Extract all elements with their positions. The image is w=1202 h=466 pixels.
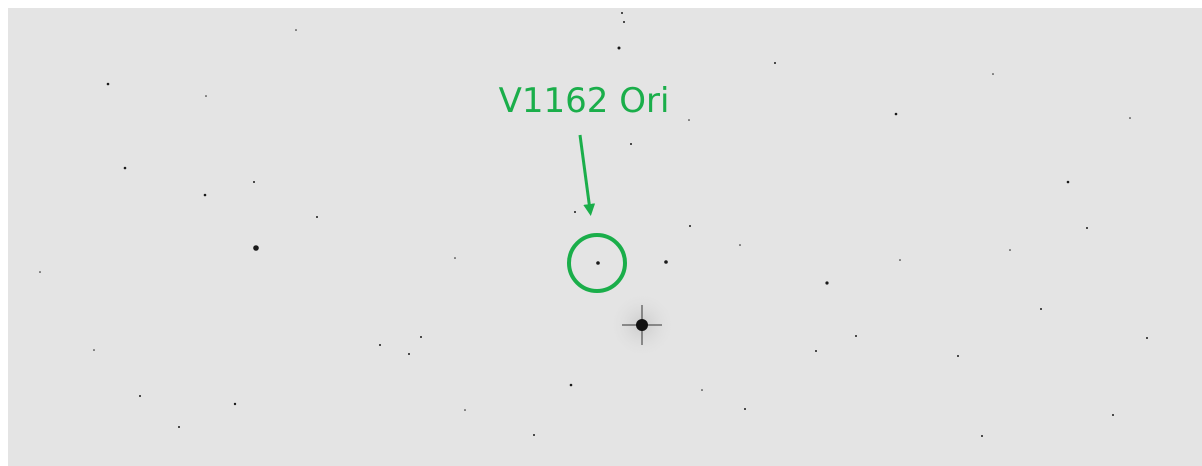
stars: [39, 12, 1148, 437]
star: [664, 260, 668, 264]
star: [39, 271, 41, 273]
star: [899, 259, 901, 261]
star: [454, 257, 456, 259]
star: [701, 389, 703, 391]
star: [295, 29, 297, 31]
annotation-circle: [567, 233, 627, 293]
star: [574, 211, 576, 213]
star: [106, 82, 110, 86]
star: [1112, 414, 1114, 416]
star: [1129, 117, 1131, 119]
star: [139, 395, 141, 397]
star: [774, 62, 776, 64]
star: [815, 350, 817, 352]
star: [1066, 180, 1070, 184]
star: [992, 73, 994, 75]
star: [379, 344, 381, 346]
star: [569, 383, 573, 387]
star: [408, 353, 410, 355]
star: [253, 245, 259, 251]
star: [93, 349, 95, 351]
star: [316, 216, 318, 218]
star: [744, 408, 746, 410]
star: [825, 281, 829, 285]
star: [688, 119, 690, 121]
star: [178, 426, 180, 428]
annotation-arrow: [578, 134, 596, 216]
star: [739, 244, 741, 246]
star: [689, 225, 691, 227]
star: [630, 143, 632, 145]
star: [533, 434, 535, 436]
star: [123, 166, 127, 170]
star: [203, 193, 207, 197]
star-core: [636, 319, 648, 331]
star: [253, 181, 255, 183]
star: [621, 12, 623, 14]
star: [233, 402, 237, 406]
star: [464, 409, 466, 411]
annotation-label: V1162 Ori: [499, 81, 670, 121]
target-star: [596, 261, 600, 265]
star: [623, 21, 625, 23]
star: [981, 435, 983, 437]
star: [420, 336, 422, 338]
star: [1146, 337, 1148, 339]
star: [617, 46, 621, 50]
star: [1009, 249, 1011, 251]
star: [205, 95, 207, 97]
star: [1040, 308, 1042, 310]
star: [957, 355, 959, 357]
star: [894, 112, 898, 116]
star: [1086, 227, 1088, 229]
star: [855, 335, 857, 337]
bright-star: [608, 291, 676, 359]
